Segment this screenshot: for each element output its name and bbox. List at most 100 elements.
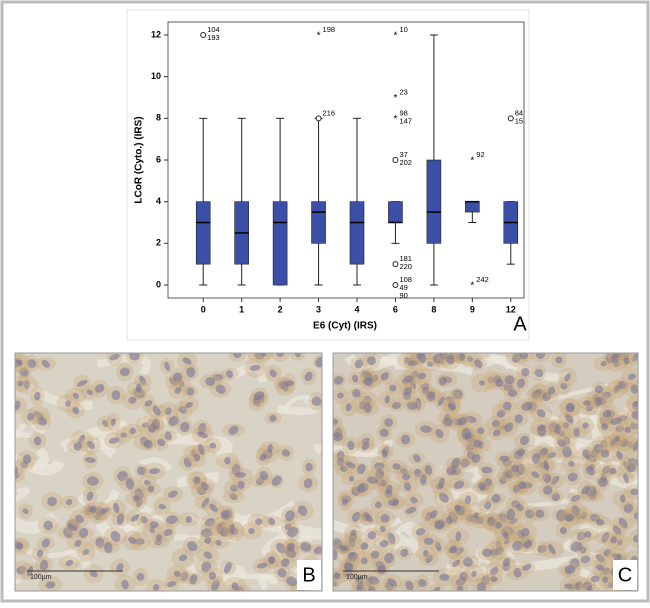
nucleus (357, 463, 366, 475)
nucleus (481, 575, 490, 586)
nucleus (108, 437, 120, 444)
nucleus (348, 533, 358, 542)
stroma (478, 355, 515, 371)
stroma (112, 502, 154, 538)
y-axis-title: LCoR (Cyto.) (IRS) (134, 116, 145, 203)
nucleus (392, 463, 401, 470)
nucleus (333, 548, 338, 560)
nucleus (631, 353, 638, 362)
nucleus (590, 575, 600, 583)
nucleus (347, 440, 355, 451)
nucleus (499, 455, 510, 462)
stroma (15, 423, 26, 438)
nucleus (536, 409, 546, 418)
stroma (172, 533, 237, 542)
nucleus (384, 395, 390, 404)
nucleus (618, 380, 628, 389)
nucleus (516, 463, 525, 476)
nucleus (144, 400, 153, 407)
outlier: * (393, 31, 397, 42)
nucleus (542, 473, 552, 483)
nucleus (508, 389, 518, 398)
nucleus (512, 540, 523, 551)
nucleus (174, 386, 182, 394)
nucleus (381, 449, 388, 458)
nucleus (614, 435, 621, 442)
nucleus (598, 477, 608, 487)
nucleus (284, 380, 295, 387)
nucleus (584, 531, 592, 538)
nucleus (185, 402, 194, 408)
nucleus (182, 357, 192, 365)
nucleus (220, 509, 230, 520)
nucleus (451, 457, 460, 469)
nucleus (201, 561, 212, 573)
nucleus (76, 379, 88, 387)
outlier-label: 193 (207, 33, 220, 42)
stroma (261, 530, 292, 561)
nucleus (477, 427, 485, 435)
box (465, 201, 480, 213)
nucleus (158, 504, 166, 510)
nucleus (22, 454, 32, 464)
x-tick-label: 0 (201, 304, 206, 314)
nucleus (336, 450, 345, 461)
nucleus (432, 586, 441, 591)
nucleus (271, 475, 282, 487)
nucleus (437, 396, 445, 406)
nucleus (168, 416, 179, 426)
nucleus (248, 527, 255, 535)
nucleus (140, 516, 149, 524)
nucleus (582, 449, 592, 459)
outlier (315, 115, 322, 122)
nucleus (522, 563, 532, 571)
stroma (565, 441, 621, 472)
nucleus (537, 425, 547, 437)
nucleus (267, 556, 276, 565)
micrograph (333, 353, 638, 591)
nucleus (165, 407, 172, 416)
y-tick-label: 6 (156, 154, 161, 164)
stroma (23, 381, 94, 410)
outlier-label: 92 (476, 150, 484, 159)
nucleus (43, 520, 53, 531)
x-tick-label: 1 (239, 304, 244, 314)
nucleus (448, 546, 458, 554)
stroma (76, 489, 120, 512)
nucleus (269, 414, 277, 422)
nucleus (388, 497, 399, 506)
nucleus (420, 474, 427, 486)
stroma (344, 353, 409, 372)
nucleus (342, 498, 349, 506)
nucleus (189, 574, 198, 585)
nucleus (138, 375, 147, 386)
nucleus (287, 526, 299, 538)
nucleus (424, 464, 433, 476)
nucleus (601, 567, 611, 576)
nucleus (459, 571, 468, 581)
nucleus (406, 401, 418, 410)
nucleus (204, 518, 216, 527)
nucleus (363, 402, 372, 414)
nucleus (352, 374, 359, 383)
nucleus (313, 546, 322, 555)
nucleus (277, 568, 287, 578)
nucleus (39, 559, 49, 571)
nucleus (375, 501, 382, 509)
stroma (139, 457, 173, 474)
nucleus (267, 443, 273, 454)
image-frame (14, 352, 323, 592)
nucleus (505, 469, 513, 479)
nucleus (512, 353, 522, 363)
nucleus (550, 475, 560, 485)
nucleus (74, 539, 82, 547)
outlier (392, 157, 399, 163)
nucleus (89, 570, 98, 578)
nucleus (595, 564, 604, 571)
nucleus (619, 438, 629, 448)
nucleus (504, 422, 514, 433)
nucleus (458, 416, 468, 426)
nucleus (384, 552, 394, 564)
nucleus (448, 403, 456, 411)
